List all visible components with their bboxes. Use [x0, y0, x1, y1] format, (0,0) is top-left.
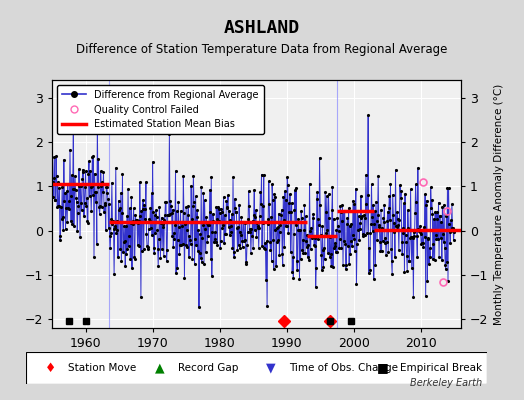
Text: ASHLAND: ASHLAND	[224, 19, 300, 37]
Text: Difference of Station Temperature Data from Regional Average: Difference of Station Temperature Data f…	[77, 44, 447, 56]
Text: Record Gap: Record Gap	[178, 363, 239, 373]
Text: Time of Obs. Change: Time of Obs. Change	[289, 363, 398, 373]
Text: Station Move: Station Move	[68, 363, 136, 373]
Text: ♦: ♦	[45, 362, 56, 374]
Y-axis label: Monthly Temperature Anomaly Difference (°C): Monthly Temperature Anomaly Difference (…	[494, 83, 504, 325]
Text: ▼: ▼	[266, 362, 276, 374]
Text: Berkeley Earth: Berkeley Earth	[410, 378, 482, 388]
Text: ▲: ▲	[155, 362, 165, 374]
Text: Empirical Break: Empirical Break	[400, 363, 482, 373]
Legend: Difference from Regional Average, Quality Control Failed, Estimated Station Mean: Difference from Regional Average, Qualit…	[57, 85, 264, 134]
Text: ■: ■	[377, 362, 388, 374]
